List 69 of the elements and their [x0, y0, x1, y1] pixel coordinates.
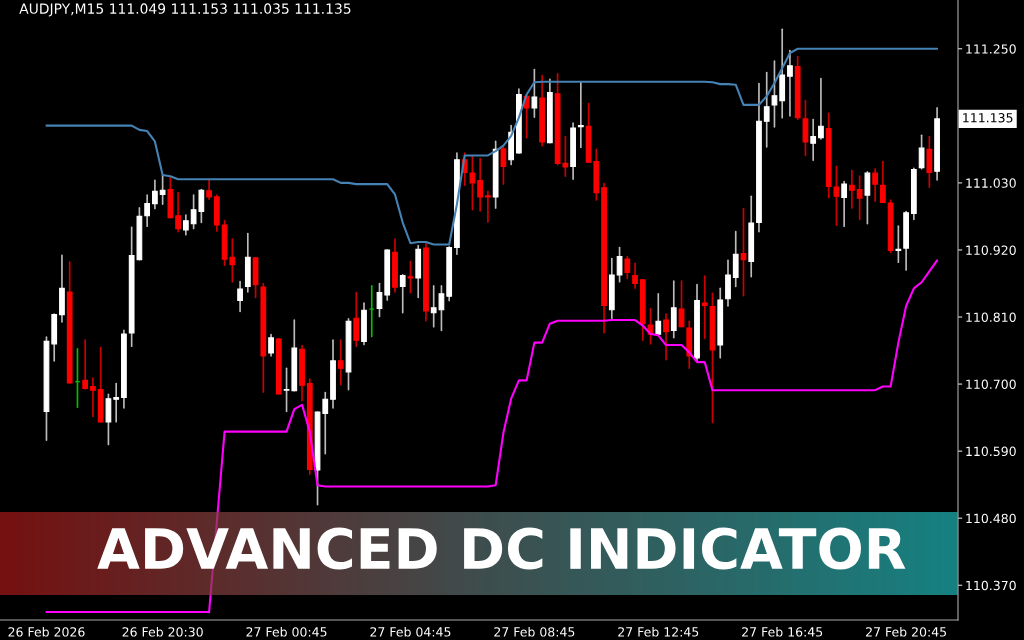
- candlestick: [337, 339, 344, 386]
- candlestick: [206, 179, 212, 201]
- candlestick: [663, 313, 669, 361]
- candlestick: [701, 275, 708, 340]
- candlestick: [725, 259, 731, 307]
- x-tick-label: 26 Feb 20:30: [122, 626, 203, 637]
- candlestick: [531, 68, 538, 118]
- candlestick: [577, 81, 584, 149]
- candlestick: [926, 135, 933, 188]
- candlestick: [833, 165, 840, 226]
- y-tick-label: 110.700: [966, 379, 1016, 389]
- y-tick-label: 111.250: [966, 44, 1016, 54]
- candlestick: [477, 157, 484, 212]
- candlestick: [182, 214, 189, 236]
- candlestick: [368, 285, 375, 338]
- candlestick: [818, 77, 824, 140]
- y-tick-label: 110.810: [966, 312, 1016, 322]
- candlestick: [879, 160, 886, 204]
- candlestick: [268, 333, 274, 357]
- candlestick: [113, 382, 120, 423]
- candlestick: [407, 260, 414, 294]
- x-tick-label: 27 Feb 20:45: [866, 626, 947, 637]
- candlestick: [864, 171, 871, 225]
- x-tick-label: 27 Feb 00:45: [246, 626, 327, 637]
- candlestick: [872, 168, 879, 203]
- candlestick: [152, 179, 158, 210]
- x-tick-label: 27 Feb 08:45: [494, 626, 575, 637]
- candlestick: [399, 274, 406, 314]
- candlestick: [670, 280, 677, 339]
- x-tick-label: 26 Feb 2026: [8, 626, 85, 637]
- candlestick: [810, 118, 817, 162]
- candlestick: [632, 262, 638, 290]
- candlestick: [616, 246, 623, 283]
- line-series: [45, 47, 939, 246]
- candlestick: [856, 175, 863, 221]
- text: 111.135: [963, 113, 1013, 123]
- candlestick: [237, 280, 243, 313]
- y-tick-label: 111.030: [966, 178, 1016, 188]
- candlestick: [655, 293, 662, 336]
- candlestick: [353, 291, 360, 348]
- candlestick: [787, 49, 793, 117]
- candlestick: [159, 174, 166, 206]
- candlestick: [624, 255, 631, 280]
- candlestick: [105, 393, 112, 446]
- candlestick: [771, 60, 778, 128]
- candlestick: [500, 144, 507, 185]
- y-tick-label: 110.920: [966, 245, 1016, 255]
- x-tick-label: 27 Feb 04:45: [370, 626, 451, 637]
- y-tick-label: 110.480: [966, 513, 1016, 524]
- text: ADVANCED DC INDICATOR: [97, 527, 906, 570]
- candlestick: [322, 391, 329, 455]
- candlestick: [82, 339, 89, 390]
- candlestick: [849, 169, 855, 209]
- chart-subtitle: AUDJPY,M15 111.049 111.153 111.035 111.135: [19, 3, 351, 17]
- candlestick: [763, 71, 770, 148]
- candlestick: [175, 191, 182, 233]
- y-tick-label: 110.590: [966, 446, 1016, 457]
- candlestick: [732, 230, 739, 288]
- candlestick: [918, 134, 925, 170]
- candlestick: [90, 377, 96, 418]
- x-tick-label: 27 Feb 12:45: [618, 626, 699, 637]
- candlestick: [802, 99, 809, 157]
- line-series: [45, 259, 939, 614]
- candlestick: [841, 180, 848, 228]
- candlestick: [485, 190, 491, 223]
- candlestick: [144, 194, 151, 228]
- y-tick-label: 110.370: [966, 580, 1016, 591]
- candlestick: [895, 225, 902, 263]
- x-tick-label: 27 Feb 16:45: [742, 626, 823, 637]
